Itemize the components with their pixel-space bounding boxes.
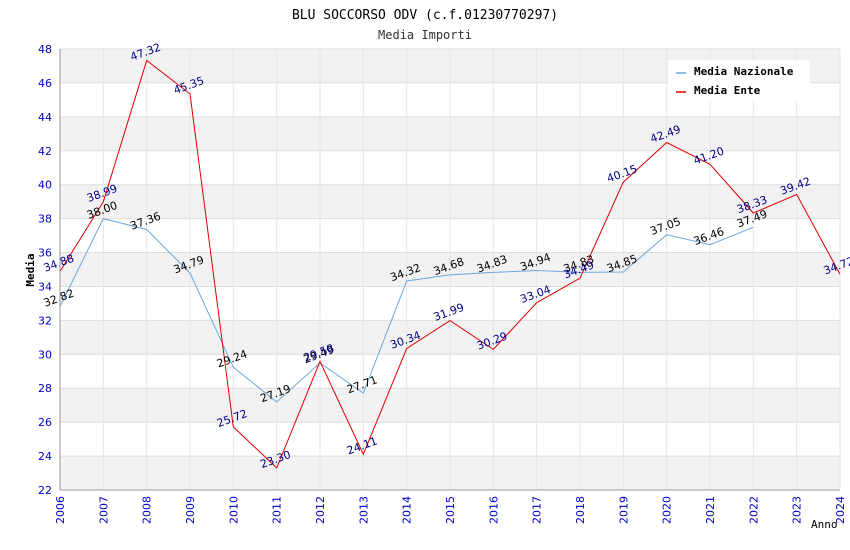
x-tick-label: 2024 [834, 496, 847, 524]
y-tick-label: 24 [38, 450, 52, 463]
y-tick-label: 34 [38, 280, 52, 293]
y-tick-label: 22 [38, 484, 52, 497]
y-tick-label: 36 [38, 247, 52, 260]
x-tick-label: 2011 [271, 496, 284, 524]
y-tick-label: 48 [38, 43, 52, 56]
y-tick-label: 42 [38, 145, 52, 158]
x-tick-label: 2023 [791, 496, 804, 524]
axes: 22 24 26 28 30 32 34 36 38 40 42 44 46 48 2006 2007 2008… [38, 43, 847, 524]
y-tick-label: 44 [38, 111, 52, 124]
y-tick-label: 28 [38, 382, 52, 395]
x-tick-label: 2021 [704, 496, 717, 524]
x-tick-label: 2016 [487, 496, 500, 524]
series-line-media-ente [59, 59, 841, 469]
y-tick-label: 30 [38, 348, 52, 361]
y-tick-label: 46 [38, 77, 52, 90]
x-tick-label: 2022 [747, 496, 760, 524]
x-axis-label: Anno [811, 518, 838, 531]
y-tick-label: 26 [38, 416, 52, 429]
x-tick-label: 2012 [314, 496, 327, 524]
x-tick-label: 2017 [531, 496, 544, 524]
data-label-media-ente: 40.15 [605, 162, 639, 185]
x-tick-label: 2018 [574, 496, 587, 524]
x-tick-label: 2019 [617, 496, 630, 524]
legend-label-media-ente: Media Ente [694, 84, 761, 97]
y-tick-label: 32 [38, 314, 52, 327]
legend: Media Nazionale Media Ente [668, 60, 810, 101]
y-tick-label: 38 [38, 213, 52, 226]
legend-box [668, 60, 810, 101]
legend-label-media-nazionale: Media Nazionale [694, 65, 794, 78]
series-lines [59, 59, 841, 469]
chart-title: BLU SOCCORSO ODV (c.f.01230770297) [292, 8, 558, 23]
x-tick-label: 2006 [54, 496, 67, 524]
x-tick-label: 2010 [227, 496, 240, 524]
x-tick-label: 2015 [444, 496, 457, 524]
y-tick-label: 40 [38, 179, 52, 192]
x-tick-label: 2007 [97, 496, 110, 524]
x-tick-label: 2008 [141, 496, 154, 524]
x-tick-label: 2014 [401, 496, 414, 524]
x-tick-label: 2020 [661, 496, 674, 524]
data-label-media-ente: 24.11 [345, 434, 379, 457]
series-line-media-nazionale [59, 218, 754, 403]
y-axis-label: Media [24, 253, 37, 286]
x-tick-label: 2013 [357, 496, 370, 524]
x-tick-label: 2009 [184, 496, 197, 524]
chart-subtitle: Media Importi [378, 28, 472, 42]
